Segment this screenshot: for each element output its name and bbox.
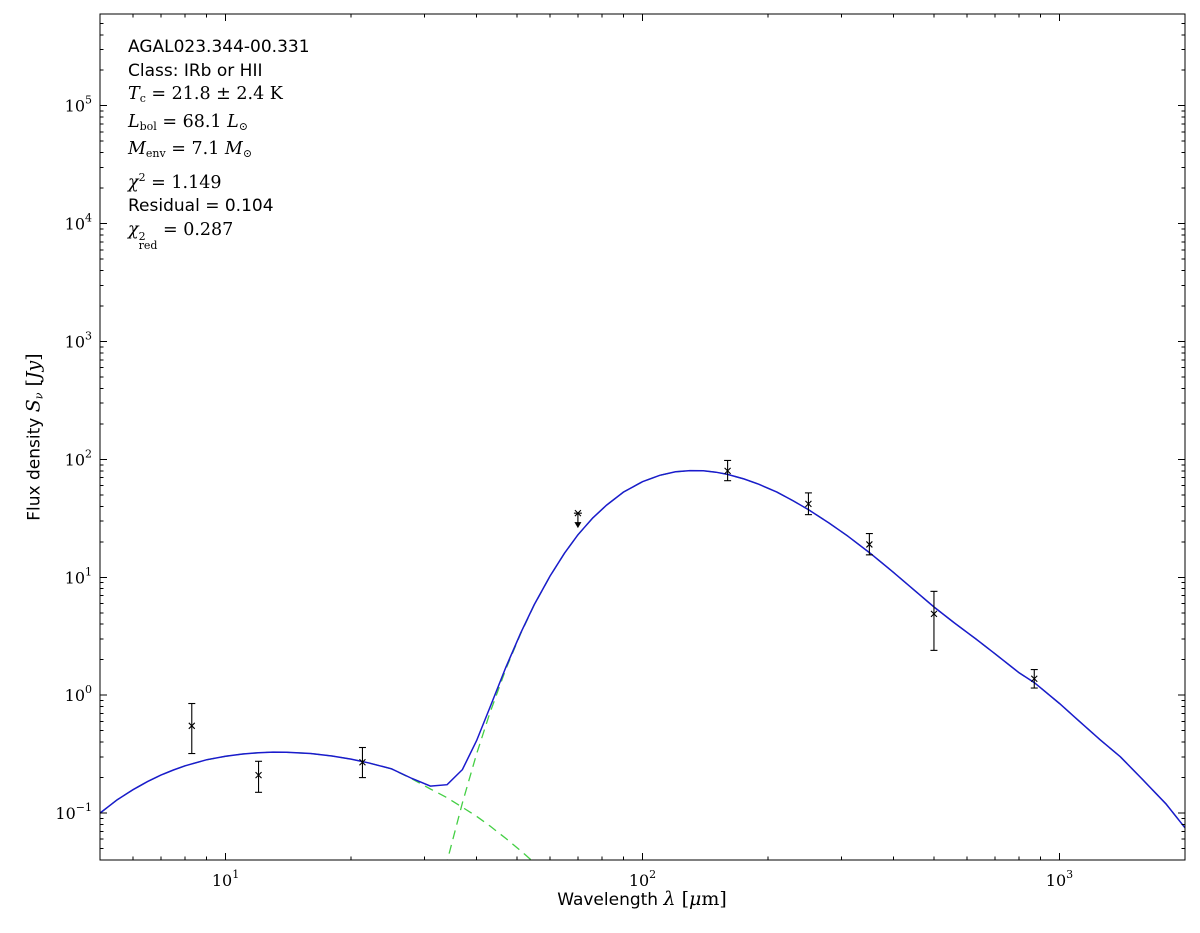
x-marker-icon — [805, 500, 812, 508]
chired-subscript: red — [138, 238, 158, 252]
chi-squared-line: χ2 = 1.149 — [128, 166, 310, 196]
y-axis-bracket-close: ] — [22, 353, 45, 361]
chired-value: = 0.287 — [157, 219, 234, 240]
x-marker-icon — [255, 771, 262, 779]
envelope-mass-line: Menv = 7.1 M⊙ — [128, 138, 310, 166]
menv-subscript: env — [145, 147, 166, 160]
tc-subscript: c — [139, 92, 146, 105]
model-curves — [100, 469, 1185, 860]
lambda-symbol: λ — [663, 888, 676, 910]
x-marker-icon — [865, 541, 873, 548]
data-point — [804, 492, 812, 516]
data-point — [724, 459, 732, 482]
lbol-subscript: bol — [139, 119, 157, 133]
lbol-value: = 68.1 — [156, 111, 228, 132]
data-point — [188, 702, 196, 755]
data-point — [358, 746, 366, 779]
y-tick-label: 103 — [65, 330, 92, 352]
chired-exponent: 2 — [138, 229, 146, 243]
chi-symbol: χ — [128, 172, 139, 193]
x-marker-icon — [724, 467, 732, 475]
chired-symbol: χ — [128, 219, 139, 240]
x-axis-bracket-open: [ — [675, 888, 689, 910]
y-axis-label-text: Flux density — [24, 412, 45, 521]
x-marker-icon — [574, 509, 582, 517]
lsun-subscript: ⊙ — [238, 119, 248, 133]
data-point — [930, 590, 938, 651]
fit-results-annotation: AGAL023.344-00.331 Class: IRb or HII Tc … — [128, 36, 310, 252]
y-axis-unit: Jy — [22, 360, 45, 380]
chi-exponent: 2 — [138, 170, 146, 184]
x-tick-label: 102 — [629, 868, 656, 890]
dust-temperature-line: Tc = 21.8 ± 2.4 K — [128, 83, 310, 111]
x-marker-icon — [188, 722, 196, 730]
x-marker-icon — [930, 610, 938, 618]
bolometric-luminosity-line: Lbol = 68.1 L⊙ — [128, 111, 310, 139]
class-label: Class: IRb or HII — [128, 60, 263, 81]
chired-supsub: 2 red — [138, 229, 158, 252]
x-marker-icon — [359, 758, 366, 766]
nu-subscript: ν — [32, 392, 46, 400]
y-axis-label: Flux density Sν [Jy] — [23, 353, 46, 520]
axes — [99, 13, 1186, 861]
y-tick-label: 105 — [65, 94, 92, 116]
tick-labels: 101 102 103 10−1 100 101 102 103 104 105 — [55, 94, 1073, 890]
x-axis-unit: m] — [701, 888, 727, 910]
data-point — [865, 533, 873, 556]
y-tick-label: 10−1 — [55, 801, 92, 823]
cold-component-curve — [446, 469, 1185, 860]
flux-symbol: S — [22, 399, 45, 413]
x-marker-icon — [1030, 675, 1038, 683]
down-arrow-icon — [574, 522, 582, 529]
y-tick-label: 100 — [65, 683, 92, 705]
lbol-symbol: L — [128, 111, 140, 132]
upper-limit-point — [573, 509, 582, 529]
tc-symbol: T — [128, 84, 140, 104]
residual-line: Residual = 0.104 — [128, 196, 274, 216]
chi-value: = 1.149 — [145, 172, 222, 193]
menv-symbol: M — [128, 139, 146, 159]
x-tick-label: 103 — [1046, 868, 1073, 890]
lsun-symbol: L — [227, 111, 239, 132]
y-tick-label: 102 — [65, 447, 92, 469]
y-tick-label: 104 — [65, 212, 92, 234]
x-axis-label: Wavelength λ [μm] — [557, 888, 727, 910]
data-point — [255, 760, 263, 793]
reduced-chi-squared-line: χ 2 red = 0.287 — [128, 219, 310, 252]
msun-symbol: M — [224, 139, 243, 159]
total-sed-model-curve — [100, 469, 1185, 829]
mu-symbol: μ — [688, 888, 702, 910]
data-point — [1030, 669, 1038, 689]
data-points — [188, 459, 1038, 793]
y-tick-label: 101 — [65, 565, 92, 587]
source-name: AGAL023.344-00.331 — [128, 37, 310, 57]
msun-subscript: ⊙ — [242, 147, 253, 160]
tc-value: = 21.8 ± 2.4 K — [145, 84, 283, 104]
menv-value: = 7.1 — [165, 139, 225, 159]
y-axis-bracket-open: [ — [22, 379, 45, 393]
x-axis-label-text: Wavelength — [557, 890, 664, 910]
x-tick-label: 101 — [212, 868, 239, 890]
